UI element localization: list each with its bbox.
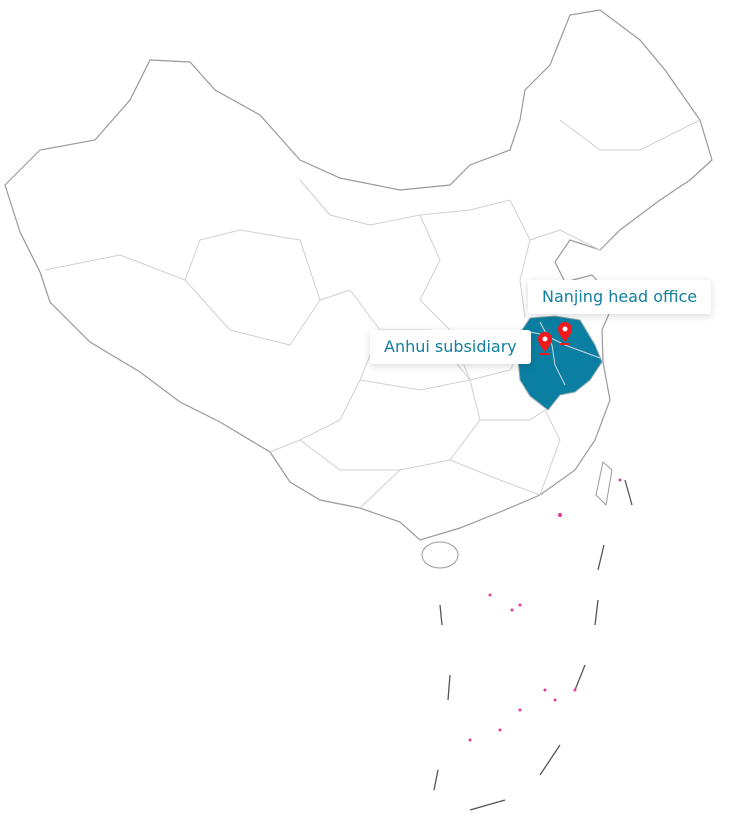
country-outline xyxy=(4,9,713,541)
callout-anhui-subsidiary: Anhui subsidiary xyxy=(370,330,531,364)
callout-nanjing-head-office: Nanjing head office xyxy=(528,280,712,314)
island-markers xyxy=(468,478,622,742)
callout-label: Nanjing head office xyxy=(542,287,698,306)
taiwan-island xyxy=(595,461,613,507)
callout-label: Anhui subsidiary xyxy=(384,337,517,356)
hainan-island xyxy=(421,541,459,569)
nine-dash-line xyxy=(433,479,633,811)
map-pin-icon[interactable] xyxy=(538,332,552,355)
map-pin-icon[interactable] xyxy=(558,322,572,345)
